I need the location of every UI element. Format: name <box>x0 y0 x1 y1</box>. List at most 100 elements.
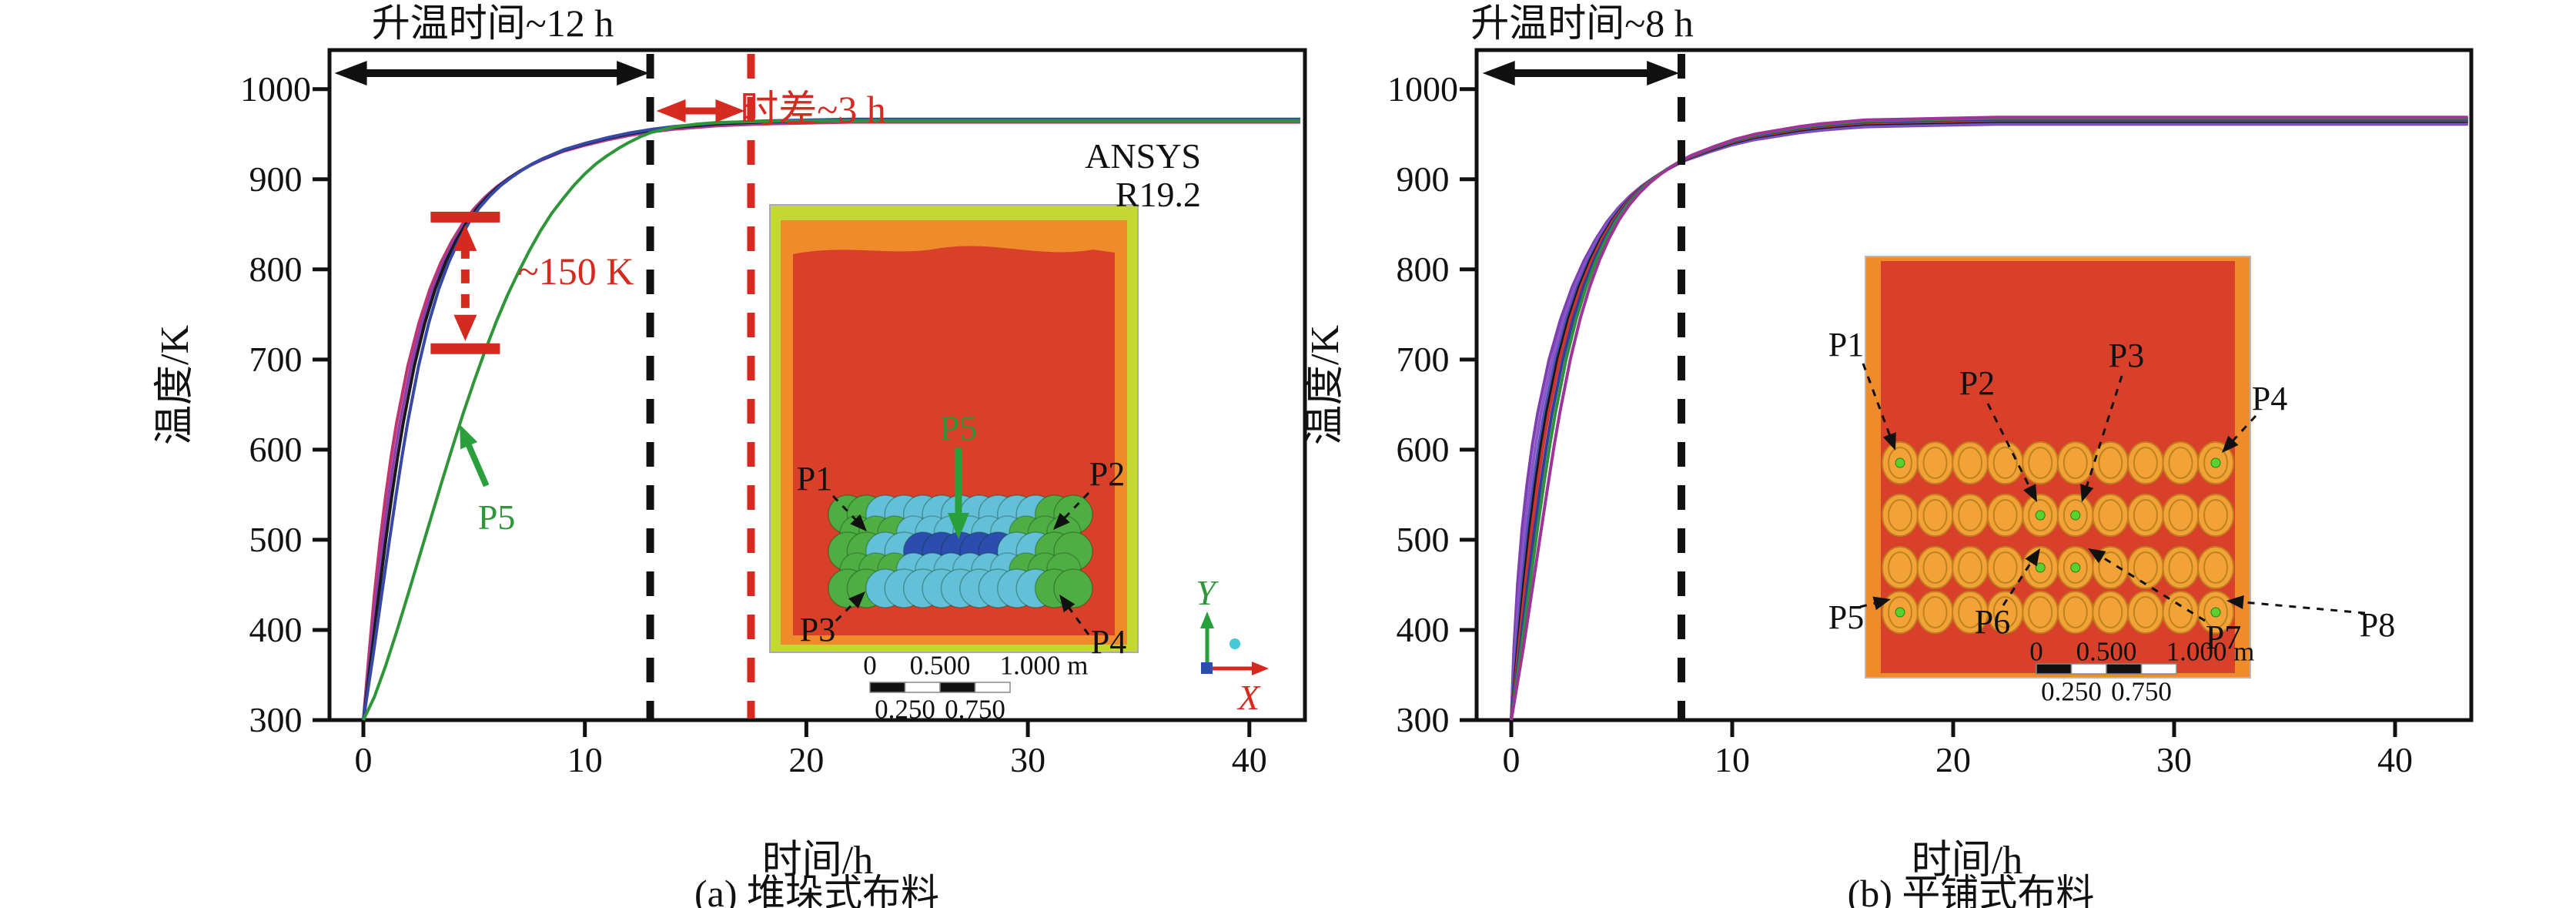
pebble-ring <box>2168 447 2193 479</box>
pebble-ring <box>1888 551 1912 584</box>
pebble-ring <box>1922 447 1948 479</box>
measure-point-dot <box>2070 510 2081 521</box>
pebble-ring <box>1888 447 1912 479</box>
pebble <box>2126 494 2164 537</box>
pebble-ring <box>1888 596 1912 628</box>
inset-a-pointer-p3 <box>835 598 859 622</box>
panel-b-x-tick-label: 30 <box>2156 740 2192 779</box>
inset-a-label-p2: P2 <box>1089 455 1126 493</box>
measure-point-dot <box>2210 607 2221 618</box>
inset-b-label-p3: P3 <box>2108 337 2145 374</box>
arrow-head <box>948 513 969 539</box>
pebble <box>1053 568 1093 608</box>
panel-b-y-tick-label: 800 <box>1396 249 1450 289</box>
pebble <box>1986 546 2024 589</box>
inset-b-scale-250: 0.250 <box>2041 676 2102 707</box>
panel-b-heatup-label: 升温时间~8 h <box>1470 2 1694 45</box>
panel-a-software-line1: ANSYS <box>1085 136 1201 176</box>
pebble <box>1986 441 2024 484</box>
arrow-head <box>850 514 867 531</box>
panel-a-x-tick-label: 30 <box>1010 740 1046 779</box>
arrow-head <box>2088 548 2106 564</box>
inset-a-label-p1: P1 <box>796 460 833 498</box>
arrow-head <box>1882 432 1896 451</box>
inset-b-label-p4: P4 <box>2251 380 2288 417</box>
panel-b-y-tick-label: 500 <box>1396 519 1450 559</box>
arrow-head <box>617 61 650 85</box>
arrow-head <box>656 99 686 122</box>
inset-a-scale-0: 0 <box>863 650 877 681</box>
pebble-ring <box>1958 499 1983 531</box>
inset-b-label-p7: P7 <box>2205 618 2242 656</box>
panel-b-y-tick-label: 1000 <box>1387 69 1458 109</box>
pebble-ring <box>2028 447 2053 479</box>
pebble-ring <box>1958 551 1983 584</box>
pebble-ring <box>1922 596 1948 628</box>
inset-b-scale-1000: 1.000 m <box>2166 636 2255 667</box>
inset-a-scale-1000: 1.000 m <box>999 650 1089 681</box>
pebble-ring <box>2203 551 2228 584</box>
inset-a-scale-250: 0.250 <box>875 694 935 725</box>
pebble-ring <box>1992 499 2018 531</box>
panel-a-y-tick-label: 900 <box>249 159 303 199</box>
pebble <box>2126 441 2164 484</box>
panel-a-triad-y-label: Y <box>1196 573 1216 612</box>
pebble-ring <box>2133 499 2158 531</box>
panel-a-triad-x-label: X <box>1237 678 1260 717</box>
scalebar-segment <box>974 682 1011 693</box>
panel-a-y-axis-title: 温度/K <box>153 324 197 446</box>
panel-a-y-tick-label: 300 <box>249 700 303 739</box>
plot-frame <box>1474 48 2474 722</box>
inset-b-scale-500: 0.500 <box>2076 636 2137 667</box>
inset-a-pointer-p2 <box>1059 491 1090 524</box>
pebble <box>1952 441 1989 484</box>
panel-b-x-tick-label: 10 <box>1715 740 1750 779</box>
panel-b-x-tick-label: 20 <box>1935 740 1971 779</box>
panel-a-x-tick-label: 40 <box>1231 740 1267 779</box>
measure-point-dot <box>2035 562 2046 573</box>
inset-b-label-p8: P8 <box>2359 606 2396 644</box>
pebble-ring <box>2028 596 2053 628</box>
pebble <box>1882 546 1919 589</box>
arrow-head <box>460 424 478 450</box>
pebble-ring <box>2098 596 2123 628</box>
inset-b-pointer-p3 <box>2083 375 2123 493</box>
pebble <box>1916 546 1954 589</box>
panel-a-inset-p5-label: P5 <box>939 408 978 447</box>
panel-a-x-tick-label: 10 <box>567 740 603 779</box>
pebble-ring <box>2203 596 2228 628</box>
pebble <box>2056 591 2094 634</box>
pebble-ring <box>2062 551 2088 584</box>
arrow-head <box>715 99 745 122</box>
triad-origin <box>1201 662 1213 674</box>
panel-b-x-axis-title: 时间/h <box>1911 839 2023 883</box>
arrow-head <box>1059 595 1076 613</box>
pebble-ring <box>2062 447 2088 479</box>
pebble <box>2197 546 2234 589</box>
plot-frame <box>327 48 1307 722</box>
pebble <box>1882 494 1919 537</box>
pebble <box>2056 441 2094 484</box>
inset-b-label-p6: P6 <box>1974 603 2011 641</box>
temperature-curve <box>1510 116 2468 721</box>
panel-a-y-tick-label: 400 <box>249 609 303 649</box>
pebble-ring <box>1888 499 1912 531</box>
pebble <box>2126 591 2164 634</box>
pebble <box>2126 546 2164 589</box>
panel-b-y-tick-label: 600 <box>1396 429 1450 469</box>
temperature-curve <box>362 119 1300 721</box>
scalebar-segment <box>904 682 941 693</box>
pebble-ring <box>2028 499 2053 531</box>
inset-b-scale-750: 0.750 <box>2111 676 2172 707</box>
panel-b-y-axis-title: 温度/K <box>1303 324 1347 446</box>
delta-bottom-cap <box>430 343 500 354</box>
panel-a-heatup-label: 升温时间~12 h <box>371 2 614 45</box>
panel-a-y-tick-label: 500 <box>249 519 303 559</box>
inset-b-scale-0: 0 <box>2029 636 2043 667</box>
pebble-ring <box>1958 596 1983 628</box>
arrow-head <box>1482 61 1515 85</box>
pebble <box>1916 441 1954 484</box>
pebble-ring <box>1922 551 1948 584</box>
panel-a-software-line2: R19.2 <box>1115 175 1201 214</box>
pebble <box>2022 441 2059 484</box>
